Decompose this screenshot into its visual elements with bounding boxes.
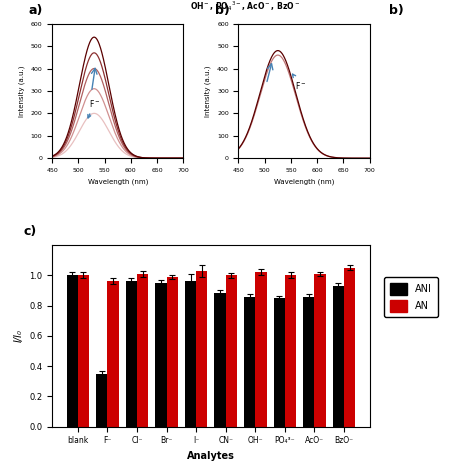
Text: F$^-$: F$^-$ <box>292 74 307 91</box>
Text: b): b) <box>215 4 229 17</box>
Bar <box>344 268 356 427</box>
Bar <box>137 274 148 427</box>
Text: c): c) <box>24 225 37 238</box>
Bar <box>78 275 89 427</box>
Bar <box>244 297 255 427</box>
Text: F$^-$: F$^-$ <box>88 98 100 118</box>
Bar <box>155 283 166 427</box>
Bar <box>96 374 108 427</box>
Bar <box>214 293 226 427</box>
Text: b): b) <box>390 4 404 17</box>
X-axis label: Wavelength (nm): Wavelength (nm) <box>274 178 334 185</box>
Bar <box>108 282 118 427</box>
Text: OH$^-$, PO$_4$$^{3-}$, AcO$^-$, BzO$^-$: OH$^-$, PO$_4$$^{3-}$, AcO$^-$, BzO$^-$ <box>190 0 300 13</box>
Bar <box>255 272 266 427</box>
Y-axis label: Intensity (a.u.): Intensity (a.u.) <box>205 65 211 117</box>
Bar <box>126 282 137 427</box>
Legend: ANI, AN: ANI, AN <box>384 277 438 318</box>
Y-axis label: I/I₀: I/I₀ <box>14 329 24 342</box>
X-axis label: Wavelength (nm): Wavelength (nm) <box>88 178 148 185</box>
Bar <box>226 275 237 427</box>
Y-axis label: Intensity (a.u.): Intensity (a.u.) <box>18 65 25 117</box>
Bar <box>196 271 208 427</box>
Bar <box>273 298 285 427</box>
Bar <box>303 297 314 427</box>
Bar <box>333 286 344 427</box>
Bar <box>66 275 78 427</box>
Bar <box>314 274 326 427</box>
X-axis label: Analytes: Analytes <box>187 451 235 461</box>
Bar <box>166 277 178 427</box>
Bar <box>185 282 196 427</box>
Bar <box>285 275 296 427</box>
Text: a): a) <box>28 4 43 17</box>
